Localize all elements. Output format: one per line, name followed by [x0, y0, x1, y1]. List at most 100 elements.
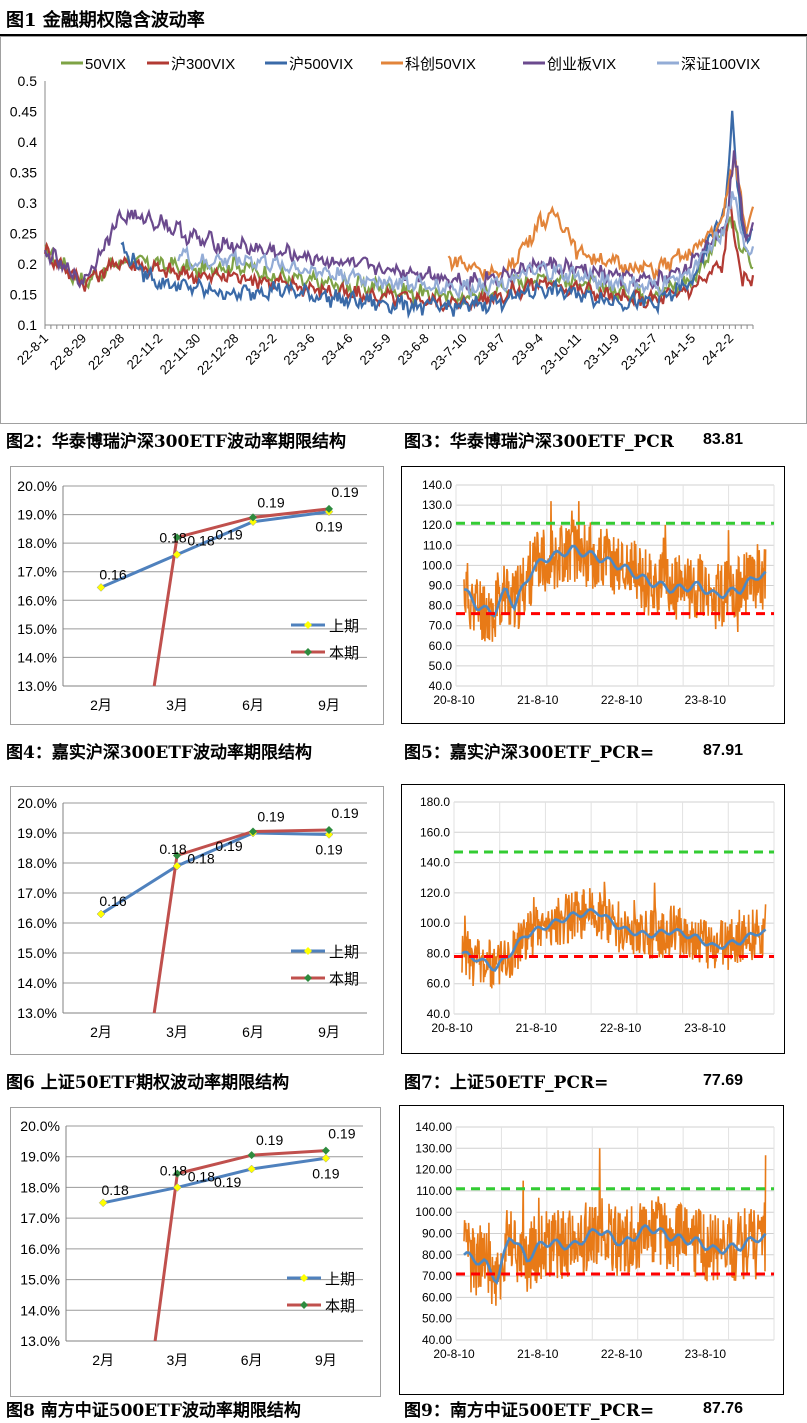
x-tick-label: 9月 [318, 697, 340, 713]
y-tick-label: 80.0 [429, 599, 453, 613]
y-tick-label: 100.00 [415, 1205, 452, 1219]
curr-series-line [153, 1149, 326, 1342]
fig6-chart: 13.0% 14.0% 15.0% 16.0% 17.0% 18.0% 19.0% 20.0%… [20, 1118, 363, 1368]
y-tick-label: 140.0 [420, 856, 450, 870]
curr-data-label: 0.19 [257, 494, 284, 510]
y-tick-label: 50.00 [422, 1312, 452, 1326]
y-tick-label: 20.0% [20, 1118, 60, 1134]
curr-data-label: 0.19 [331, 484, 358, 500]
fig7-chart: 40.00 50.00 60.00 70.00 80.00 90.00 100.00 110.… [415, 1120, 775, 1361]
prev-marker [96, 583, 106, 592]
pcr-line [461, 881, 767, 989]
prev-marker [321, 1153, 331, 1163]
y-tick-label: 18.0% [17, 855, 57, 871]
x-tick-label: 2月 [90, 1024, 112, 1040]
fig4-frame: 13.0% 14.0% 15.0% 16.0% 17.0% 18.0% 19.0% 20.0%… [10, 786, 384, 1055]
figure1-frame: 0.1 0.15 0.2 0.25 0.3 0.35 0.4 0.45 0.5 22-8-1 22-… [0, 36, 807, 424]
x-tick-label: 20-8-10 [433, 1347, 475, 1361]
vix-series-line [120, 110, 754, 320]
y-tick-label: 120.0 [420, 886, 450, 900]
x-tick-label: 6月 [242, 1024, 264, 1040]
legend-label: 创业板VIX [547, 55, 616, 73]
x-tick-label: 23-8-7 [471, 331, 508, 368]
prev-series-line [100, 510, 330, 589]
y-tick-label: 13.0% [20, 1333, 60, 1349]
y-tick-label: 0.3 [18, 195, 38, 211]
x-tick-label: 23-12-7 [618, 331, 660, 373]
y-tick-label: 14.0% [17, 649, 57, 665]
x-tick-label: 20-8-10 [433, 693, 475, 707]
prev-data-label: 0.18 [102, 1182, 129, 1198]
x-tick-label: 23-10-11 [537, 331, 584, 378]
curr-marker [249, 513, 257, 522]
prev-data-label: 0.16 [99, 893, 126, 909]
y-tick-label: 80.00 [422, 1248, 452, 1262]
x-tick-label: 24-2-2 [699, 331, 736, 368]
curr-marker [325, 826, 333, 834]
x-tick-label: 21-8-10 [517, 1347, 559, 1361]
y-tick-label: 140.0 [422, 478, 452, 492]
pcr-average-line [463, 1224, 767, 1285]
prev-marker [172, 550, 182, 559]
y-tick-label: 120.0 [422, 518, 452, 532]
y-tick-label: 110.0 [423, 538, 452, 552]
fig8-caption: 图8 南方中证500ETF波动率期限结构 [6, 1401, 301, 1421]
x-tick-label: 9月 [315, 1352, 337, 1368]
y-tick-label: 0.45 [10, 104, 37, 120]
y-tick-label: 17.0% [17, 564, 57, 580]
y-tick-label: 60.0 [427, 977, 451, 991]
x-tick-label: 22-8-29 [47, 331, 89, 373]
y-tick-label: 100.0 [420, 916, 450, 930]
y-tick-label: 180.0 [420, 795, 450, 809]
fig7-pcr-value: 77.69 [703, 1072, 744, 1089]
fig3-caption: 图3：华泰博瑞沪深300ETF_PCR [404, 432, 674, 452]
y-tick-label: 18.0% [17, 535, 57, 551]
x-tick-label: 23-2-2 [242, 331, 279, 368]
prev-data-label: 0.18 [159, 841, 186, 857]
x-tick-label: 3月 [166, 1024, 188, 1040]
x-tick-label: 23-9-4 [509, 331, 546, 368]
y-tick-label: 40.00 [422, 1333, 452, 1347]
vix-chart: 0.10.150.20.250.30.350.40.450.522-8-122-… [10, 55, 760, 378]
x-tick-label: 22-8-10 [601, 693, 643, 707]
fig7-caption: 图7：上证50ETF_PCR= [404, 1073, 609, 1093]
prev-data-label: 0.18 [159, 530, 186, 546]
fig5-caption: 图5：嘉实沪深300ETF_PCR= [404, 743, 655, 763]
y-tick-label: 70.00 [422, 1269, 452, 1283]
prev-marker [172, 861, 182, 871]
y-tick-label: 13.0% [17, 1005, 57, 1021]
fig5-chart: 40.0 60.0 80.0 100.0 120.0 140.0 160.0 180.0 20-… [420, 795, 775, 1035]
y-tick-label: 19.0% [17, 825, 57, 841]
prev-marker [173, 1183, 182, 1192]
legend-label: 沪300VIX [171, 56, 235, 73]
fig9-caption: 图9：南方中证500ETF_PCR= [404, 1401, 655, 1421]
prev-data-label: 0.19 [215, 838, 242, 854]
prev-marker [98, 1198, 108, 1208]
x-tick-label: 23-8-10 [685, 693, 727, 707]
x-tick-label: 2月 [90, 697, 112, 713]
y-tick-label: 50.0 [429, 659, 453, 673]
prev-marker [324, 830, 334, 839]
x-tick-label: 2月 [92, 1352, 114, 1368]
curr-marker [173, 1169, 182, 1178]
fig4-chart: 13.0% 14.0% 15.0% 16.0% 17.0% 18.0% 19.0% 20.0%… [17, 795, 367, 1040]
x-tick-label: 3月 [166, 697, 188, 713]
curr-data-label: 0.18 [188, 1169, 215, 1185]
fig5-pcr-value: 87.91 [703, 742, 744, 759]
y-tick-label: 60.0 [429, 639, 453, 653]
legend-label: 本期 [325, 1298, 355, 1315]
curr-marker [249, 827, 257, 836]
x-tick-label: 23-7-10 [428, 331, 470, 373]
y-tick-label: 100.0 [422, 558, 452, 572]
y-tick-label: 15.0% [17, 621, 57, 637]
y-tick-label: 19.0% [20, 1149, 60, 1165]
y-tick-label: 130.0 [422, 498, 452, 512]
prev-marker [96, 909, 106, 919]
prev-data-label: 0.19 [215, 527, 242, 543]
prev-data-label: 0.19 [312, 1165, 339, 1181]
fig2-caption: 图2：华泰博瑞沪深300ETF波动率期限结构 [6, 432, 346, 452]
vix-series-line [177, 191, 755, 300]
fig6-frame: 13.0% 14.0% 15.0% 16.0% 17.0% 18.0% 19.0% 20.0%… [10, 1107, 381, 1397]
legend-marker [304, 648, 312, 656]
prev-data-label: 0.19 [315, 842, 342, 858]
